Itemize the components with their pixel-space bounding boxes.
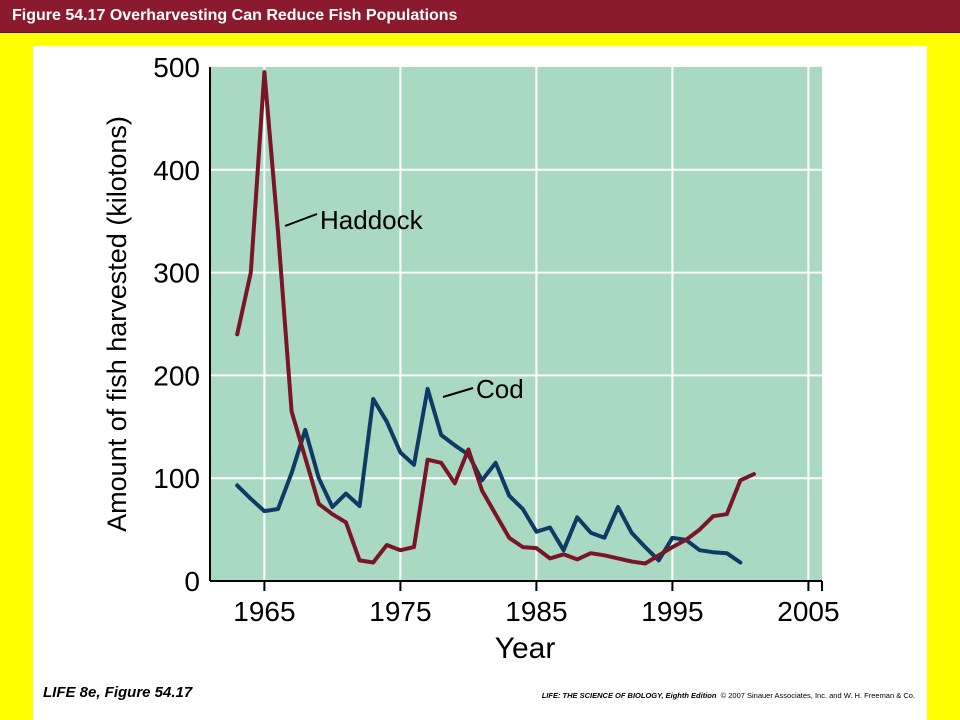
fish-harvest-chart: 0 100 200 300 400 500 1965 1975 1985 1995 2005 Yea… [102,52,840,665]
y-tick-label-300: 300 [153,258,200,289]
cod-callout: Cod [442,374,524,404]
footer-copyright: © 2007 Sinauer Associates, Inc. and W. H… [720,691,915,700]
footer-book-title: LIFE: THE SCIENCE OF BIOLOGY, Eighth Edi… [541,691,717,700]
x-tick-label-1965: 1965 [233,596,295,627]
title-bar: Figure 54.17 Overharvesting Can Reduce F… [0,0,960,33]
haddock-callout-line [284,213,318,227]
footer-citation: LIFE 8e, Figure 54.17 [43,684,193,701]
y-tick-label-100: 100 [153,463,200,494]
series-layer [235,70,756,566]
footer-credit: LIFE: THE SCIENCE OF BIOLOGY, Eighth Edi… [542,691,915,700]
cod-label: Cod [476,374,524,404]
x-tick-label-1985: 1985 [505,596,567,627]
x-tick-label-1995: 1995 [641,596,703,627]
x-axis-label: Year [495,632,556,665]
y-tick-label-500: 500 [153,52,200,83]
figure-title: Figure 54.17 Overharvesting Can Reduce F… [12,7,458,24]
y-tick-label-400: 400 [153,155,200,186]
y-tick-label-200: 200 [153,360,200,391]
figure-panel: 0 100 200 300 400 500 1965 1975 1985 1995 2005 Yea… [33,46,927,720]
haddock-label: Haddock [320,205,424,235]
plot-area [210,67,822,581]
x-tick-label-1975: 1975 [369,596,431,627]
y-axis-label: Amount of fish harvested (kilotons) [102,116,132,532]
cod-callout-line [442,387,474,398]
haddock-callout: Haddock [284,205,424,235]
haddock-series-line [235,70,756,566]
axes [209,67,823,591]
y-tick-label-0: 0 [184,566,200,597]
tick-labels: 0 100 200 300 400 500 1965 1975 1985 1995 2005 [153,52,839,627]
x-tick-label-2005: 2005 [777,596,839,627]
